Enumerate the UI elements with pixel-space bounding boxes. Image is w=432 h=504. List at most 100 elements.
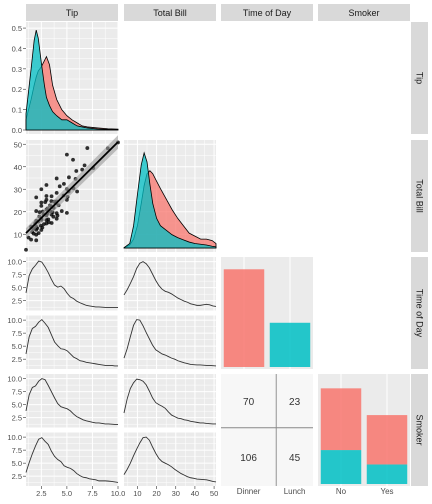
strip-top-label-1: Total Bill — [153, 8, 187, 18]
strip-top-label-0: Tip — [66, 8, 78, 18]
panel-factor-density-3 — [124, 257, 216, 311]
y-tick-label-r1-2: 30 — [14, 185, 22, 194]
y-tick-label-f5-2: 7.5 — [12, 446, 22, 455]
x-tick-label-tip-3: 10.0 — [111, 489, 126, 498]
strip-top-label-3: Smoker — [348, 8, 379, 18]
scatter-point — [59, 209, 64, 213]
mosaic-count-0: 70 — [243, 397, 255, 408]
scatter-point — [57, 184, 62, 189]
y-tick-label-r0-2: 0.2 — [12, 85, 22, 94]
factor-density-curve-5 — [25, 378, 118, 425]
scatter-point — [46, 220, 51, 225]
y-tick-label-f0-0: 2.5 — [12, 297, 22, 306]
strip-top-label-2: Time of Day — [243, 8, 292, 18]
panel-factor-density-5 — [26, 374, 118, 428]
scatter-point — [49, 194, 54, 199]
factor-density-curve-6 — [25, 437, 119, 483]
scatter-point — [54, 190, 59, 195]
mosaic-count-1: 23 — [289, 397, 301, 408]
y-tick-label-f1-3: 10.0 — [7, 316, 22, 325]
y-tick-label-r1-4: 50 — [14, 140, 22, 149]
smoker-bar-no-seg-1 — [320, 388, 362, 451]
factor-density-curve-7 — [123, 378, 216, 425]
scatter-point — [54, 176, 59, 181]
x-tick-label-time-0: Dinner — [237, 487, 261, 496]
y-tick-label-f4-2: 7.5 — [12, 388, 22, 397]
strip-right-label-1: Total Bill — [415, 179, 425, 213]
y-tick-label-f4-3: 10.0 — [7, 375, 22, 384]
x-tick-label-bill-3: 40 — [191, 489, 199, 498]
strip-right-0 — [411, 22, 428, 134]
scatter-point — [36, 231, 41, 236]
scatter-point — [74, 169, 79, 173]
scatter-point — [39, 200, 44, 205]
strip-right-label-2: Time of Day — [415, 289, 425, 338]
x-tick-label-bill-4: 50 — [210, 489, 218, 498]
factor-density-curve-4 — [123, 319, 217, 367]
y-tick-label-f0-3: 10.0 — [7, 258, 22, 267]
scatter-point — [71, 157, 75, 162]
y-tick-label-r0-5: 0.5 — [12, 24, 22, 33]
y-tick-label-f1-1: 5.0 — [12, 342, 22, 351]
strip-top-1 — [124, 4, 216, 21]
strip-right-label-3: Smoker — [415, 414, 425, 445]
y-tick-label-f1-2: 7.5 — [12, 329, 22, 338]
y-tick-label-r1-1: 20 — [14, 208, 22, 217]
time-bar-lunch — [269, 322, 311, 367]
fit-line — [25, 141, 119, 234]
y-tick-label-f5-0: 2.5 — [12, 472, 22, 481]
scatter-point — [44, 194, 49, 198]
scatter-point — [26, 235, 31, 240]
panel-factor-density-4 — [124, 315, 216, 369]
strip-right-3 — [411, 374, 428, 486]
smoker-bar-no-seg-0 — [320, 450, 362, 484]
scatter-point — [51, 214, 56, 219]
panel-factor-density-7 — [124, 374, 216, 428]
scatter-point — [75, 189, 80, 194]
smoker-bar-yes-seg-0 — [366, 464, 408, 484]
bill-density-area-0 — [123, 151, 217, 249]
scatter-point — [85, 146, 90, 150]
x-tick-label-bill-0: 10 — [133, 489, 141, 498]
scatter-point — [39, 187, 44, 192]
y-tick-label-r1-3: 40 — [14, 163, 22, 172]
y-tick-label-r0-1: 0.1 — [12, 106, 22, 115]
mosaic-count-2: 106 — [240, 453, 257, 464]
strip-right-label-0: Tip — [415, 72, 425, 84]
smoker-bar-yes-seg-1 — [366, 415, 408, 465]
x-tick-label-tip-2: 7.5 — [87, 489, 97, 498]
scatter-point — [39, 204, 44, 208]
x-tick-label-bill-1: 20 — [152, 489, 160, 498]
scatter-point — [49, 221, 54, 225]
y-tick-label-f4-1: 5.0 — [12, 401, 22, 410]
y-tick-label-f0-2: 7.5 — [12, 271, 22, 280]
x-tick-label-tip-0: 2.5 — [36, 489, 46, 498]
scatter-point — [82, 163, 87, 168]
scatter-point — [40, 225, 45, 230]
scatter-point — [37, 210, 42, 215]
y-tick-label-f5-3: 10.0 — [7, 433, 22, 442]
scatter-point — [55, 213, 60, 218]
panel-factor-density-2 — [26, 315, 118, 369]
x-tick-label-smoker-1: Yes — [380, 487, 393, 496]
panel-factor-density-1 — [26, 257, 118, 311]
strip-right-1 — [411, 140, 428, 252]
y-tick-label-r1-0: 10 — [14, 230, 22, 239]
factor-density-curve-1 — [25, 260, 118, 308]
panel-factor-density-6 — [26, 432, 118, 486]
scatter-point — [44, 197, 49, 202]
y-tick-label-r0-4: 0.4 — [12, 44, 22, 53]
scatter-point — [64, 152, 69, 157]
scatter-point — [34, 195, 39, 200]
y-tick-label-f4-0: 2.5 — [12, 414, 22, 423]
scatter-point — [34, 209, 39, 213]
scatter-point — [46, 217, 51, 222]
panel-factor-density-8 — [124, 432, 216, 486]
factor-density-curve-8 — [123, 436, 217, 483]
y-tick-label-r0-3: 0.3 — [12, 65, 22, 74]
tip-density-area-0 — [25, 30, 119, 131]
y-tick-label-f0-1: 5.0 — [12, 284, 22, 293]
scatter-point — [34, 238, 39, 243]
y-tick-label-f1-0: 2.5 — [12, 355, 22, 364]
